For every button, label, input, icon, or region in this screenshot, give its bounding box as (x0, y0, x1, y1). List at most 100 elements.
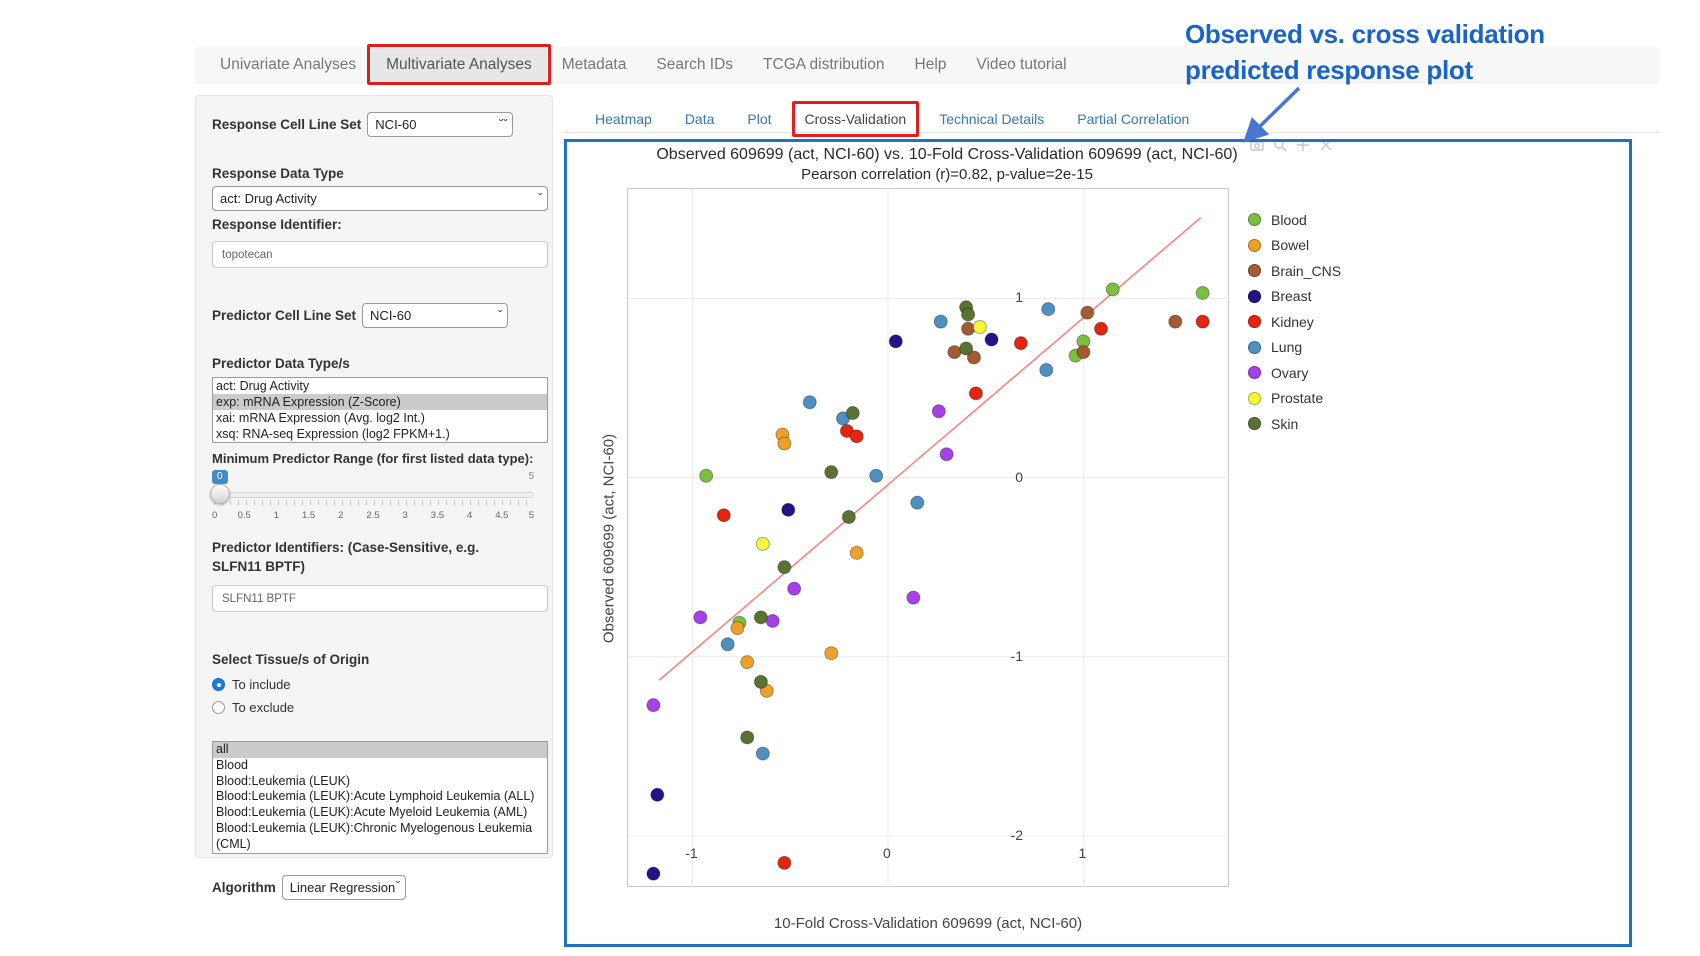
radio-button-icon[interactable] (212, 701, 225, 714)
legend-item-skin[interactable]: Skin (1248, 411, 1341, 437)
data-point-skin[interactable] (753, 610, 768, 625)
legend-item-brain-cns[interactable]: Brain_CNS (1248, 258, 1341, 284)
predictor-data-type-option-xsq-rna-seq-expression-log2-fpkm-1[interactable]: xsq: RNA-seq Expression (log2 FPKM+1.) (216, 427, 450, 441)
data-point-breast[interactable] (781, 502, 796, 517)
legend-item-prostate[interactable]: Prostate (1248, 386, 1341, 412)
data-point-lung[interactable] (755, 746, 770, 761)
data-point-ovary[interactable] (906, 590, 921, 605)
data-point-skin[interactable] (961, 307, 976, 322)
legend-item-kidney[interactable]: Kidney (1248, 309, 1341, 335)
tissue-option-blood-leukemia-leuk-chronic-myelogenous-[interactable]: Blood:Leukemia (LEUK):Chronic Myelogenou… (216, 820, 533, 851)
predictor-data-type-option-act-drug-activity[interactable]: act: Drug Activity (216, 379, 310, 393)
data-point-skin[interactable] (740, 730, 755, 745)
data-point-skin[interactable] (841, 509, 856, 524)
slider-track[interactable] (212, 492, 534, 498)
data-point-skin[interactable] (753, 674, 768, 689)
data-point-lung[interactable] (910, 495, 925, 510)
slider-handle[interactable] (210, 484, 230, 504)
data-point-brain-cns[interactable] (961, 321, 976, 336)
data-point-brain-cns[interactable] (966, 350, 981, 365)
data-point-kidney[interactable] (777, 855, 792, 870)
data-point-brain-cns[interactable] (1076, 345, 1091, 360)
data-point-lung[interactable] (933, 314, 948, 329)
data-point-kidney[interactable] (849, 429, 864, 444)
camera-icon[interactable] (1250, 139, 1264, 152)
response-identifier-input[interactable]: topotecan (212, 241, 548, 268)
response-data-type-select[interactable]: act: Drug Activity ˇ (212, 186, 548, 211)
nav-item-metadata[interactable]: Metadata (561, 55, 627, 73)
radio-to-exclude[interactable]: To exclude (212, 700, 548, 715)
data-point-bowel[interactable] (777, 436, 792, 451)
data-point-lung[interactable] (802, 395, 817, 410)
data-point-brain-cns[interactable] (1168, 314, 1183, 329)
nav-item-video-tutorial[interactable]: Video tutorial (976, 55, 1067, 73)
data-point-breast[interactable] (646, 866, 661, 881)
min-predictor-range-slider[interactable]: 0 5 0 0.5 1 1.5 2 2.5 3 3.5 4 4.5 5 (210, 470, 534, 530)
data-point-skin[interactable] (777, 560, 792, 575)
data-point-bowel[interactable] (740, 655, 755, 670)
tissue-option-blood[interactable]: Blood (216, 757, 248, 772)
radio-to-include[interactable]: To include (212, 677, 548, 692)
predictor-data-type-option-xai-mrna-expression-avg-log2-int[interactable]: xai: mRNA Expression (Avg. log2 Int.) (216, 411, 425, 425)
nav-item-tcga-distribution[interactable]: TCGA distribution (763, 55, 885, 73)
data-point-prostate[interactable] (972, 320, 987, 335)
data-point-brain-cns[interactable] (947, 345, 962, 360)
data-point-skin[interactable] (845, 406, 860, 421)
response-cell-line-set-select[interactable]: NCI-60 ˘ˇ (367, 112, 514, 137)
data-point-brain-cns[interactable] (1080, 305, 1095, 320)
data-point-lung[interactable] (1041, 302, 1056, 317)
tab-data[interactable]: Data (684, 111, 715, 127)
data-point-kidney[interactable] (1195, 314, 1210, 329)
legend-item-lung[interactable]: Lung (1248, 335, 1341, 361)
zoom-icon[interactable] (1273, 139, 1287, 152)
data-point-bowel[interactable] (824, 646, 839, 661)
data-point-ovary[interactable] (693, 610, 708, 625)
nav-item-search-ids[interactable]: Search IDs (656, 55, 734, 73)
algorithm-select[interactable]: Linear Regression ˇ (281, 874, 406, 900)
close-icon[interactable] (1319, 139, 1333, 152)
data-point-bowel[interactable] (730, 621, 745, 636)
data-point-lung[interactable] (720, 637, 735, 652)
tab-cross-validation[interactable]: Cross-Validation (791, 101, 920, 137)
nav-item-help[interactable]: Help (914, 55, 947, 73)
data-point-skin[interactable] (959, 341, 974, 356)
tissue-option-blood-leukemia-leuk-acute-lymphoid-leuke[interactable]: Blood:Leukemia (LEUK):Acute Lymphoid Leu… (216, 789, 535, 804)
legend-item-breast[interactable]: Breast (1248, 284, 1341, 310)
data-point-ovary[interactable] (931, 404, 946, 419)
data-point-lung[interactable] (1039, 363, 1054, 378)
tissue-option-blood-leukemia-leuk-acute-myeloid-leukem[interactable]: Blood:Leukemia (LEUK):Acute Myeloid Leuk… (216, 805, 528, 820)
data-point-ovary[interactable] (939, 447, 954, 462)
scatter-plot[interactable] (627, 188, 1230, 888)
data-point-kidney[interactable] (1094, 321, 1108, 336)
data-point-lung[interactable] (869, 468, 884, 483)
radio-button-icon[interactable] (212, 678, 225, 691)
data-point-prostate[interactable] (755, 536, 770, 551)
legend-item-blood[interactable]: Blood (1248, 207, 1341, 233)
data-point-breast[interactable] (984, 332, 999, 347)
data-point-breast[interactable] (650, 787, 665, 802)
tab-plot[interactable]: Plot (747, 111, 772, 127)
data-point-blood[interactable] (1195, 285, 1210, 300)
nav-item-multivariate-analyses[interactable]: Multivariate Analyses (367, 44, 551, 85)
pan-icon[interactable] (1296, 139, 1310, 152)
predictor-data-type-option-exp-mrna-expression-z-score[interactable]: exp: mRNA Expression (Z-Score) (213, 394, 547, 410)
data-point-ovary[interactable] (765, 613, 780, 628)
data-point-breast[interactable] (888, 334, 903, 349)
predictor-cell-line-set-select[interactable]: NCI-60 ˇ (362, 303, 509, 328)
tab-heatmap[interactable]: Heatmap (595, 111, 652, 127)
predictor-identifiers-input[interactable]: SLFN11 BPTF (212, 585, 548, 612)
data-point-blood[interactable] (699, 468, 714, 483)
tab-technical-details[interactable]: Technical Details (939, 111, 1045, 127)
data-point-skin[interactable] (824, 465, 839, 480)
tissue-option-all[interactable]: all (213, 742, 547, 758)
data-point-bowel[interactable] (849, 545, 864, 560)
tab-partial-correlation[interactable]: Partial Correlation (1077, 111, 1190, 127)
legend-item-bowel[interactable]: Bowel (1248, 233, 1341, 259)
data-point-kidney[interactable] (1013, 336, 1028, 351)
predictor-data-types-listbox[interactable]: act: Drug Activity exp: mRNA Expression (… (212, 377, 548, 443)
data-point-ovary[interactable] (646, 698, 661, 713)
data-point-kidney[interactable] (968, 386, 983, 401)
data-point-kidney[interactable] (716, 508, 731, 523)
tissue-option-blood-leukemia-leuk[interactable]: Blood:Leukemia (LEUK) (216, 773, 351, 788)
data-point-ovary[interactable] (787, 581, 802, 596)
